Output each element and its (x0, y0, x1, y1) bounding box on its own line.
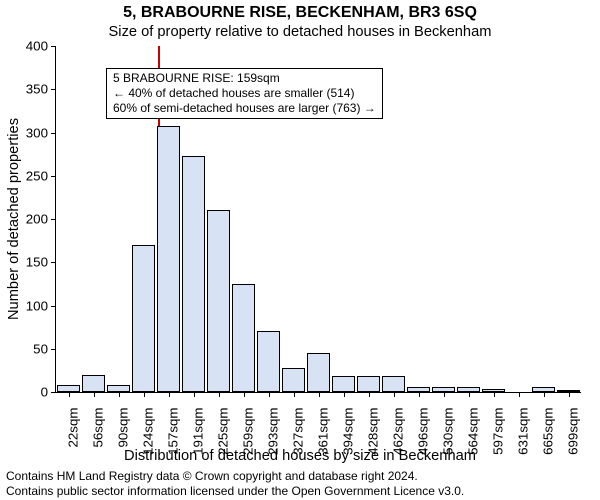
y-tick-label: 400 (26, 39, 56, 54)
x-tick-mark (444, 392, 445, 397)
histogram-bar (357, 376, 381, 392)
annotation-line-1: 5 BRABOURNE RISE: 159sqm (113, 71, 376, 86)
histogram-bar (282, 368, 306, 392)
y-tick-label: 100 (26, 298, 56, 313)
x-tick-mark (519, 392, 520, 397)
x-tick-label: 22sqm (65, 408, 80, 448)
histogram-bar (382, 376, 406, 392)
y-axis-label: Number of detached properties (6, 118, 22, 320)
histogram-bar (307, 353, 331, 392)
x-tick-mark (544, 392, 545, 397)
x-tick-mark (419, 392, 420, 397)
annotation-line-2: ← 40% of detached houses are smaller (51… (113, 86, 376, 101)
x-tick-mark (319, 392, 320, 397)
histogram-bar (207, 210, 231, 392)
histogram-bar (232, 284, 256, 392)
x-tick-mark (219, 392, 220, 397)
annotation-line-3: 60% of semi-detached houses are larger (… (113, 101, 376, 116)
y-tick-label: 50 (33, 341, 56, 356)
histogram-bar (257, 331, 281, 392)
y-tick-label: 300 (26, 125, 56, 140)
y-tick-label: 250 (26, 168, 56, 183)
y-tick-label: 200 (26, 212, 56, 227)
histogram-bar (157, 126, 181, 392)
y-tick-label: 350 (26, 82, 56, 97)
annotation-box: 5 BRABOURNE RISE: 159sqm ← 40% of detach… (106, 68, 383, 119)
x-tick-label: 90sqm (115, 408, 130, 448)
footer-line-1: Contains HM Land Registry data © Crown c… (6, 469, 594, 483)
y-tick-label: 150 (26, 255, 56, 270)
x-tick-mark (294, 392, 295, 397)
x-tick-mark (144, 392, 145, 397)
plot-area: 5 BRABOURNE RISE: 159sqm ← 40% of detach… (55, 46, 581, 393)
histogram-bar (82, 375, 106, 392)
x-tick-mark (344, 392, 345, 397)
histogram-bar (332, 376, 356, 392)
x-tick-mark (169, 392, 170, 397)
x-tick-mark (494, 392, 495, 397)
x-tick-mark (369, 392, 370, 397)
y-tick-label: 0 (41, 385, 56, 400)
x-tick-mark (94, 392, 95, 397)
histogram-bar (182, 156, 206, 392)
histogram-bar (57, 385, 81, 392)
chart-title: 5, BRABOURNE RISE, BECKENHAM, BR3 6SQ (0, 4, 600, 22)
x-tick-mark (569, 392, 570, 397)
x-axis-label: Distribution of detached houses by size … (0, 448, 600, 464)
x-tick-mark (194, 392, 195, 397)
x-tick-mark (69, 392, 70, 397)
footer: Contains HM Land Registry data © Crown c… (6, 469, 594, 498)
x-tick-mark (469, 392, 470, 397)
chart-subtitle: Size of property relative to detached ho… (0, 24, 600, 40)
x-tick-mark (394, 392, 395, 397)
x-tick-mark (244, 392, 245, 397)
histogram-bar (132, 245, 156, 392)
x-tick-mark (269, 392, 270, 397)
footer-line-2: Contains public sector information licen… (6, 484, 594, 498)
histogram-bar (107, 385, 131, 392)
chart-container: 5, BRABOURNE RISE, BECKENHAM, BR3 6SQ Si… (0, 0, 600, 500)
x-tick-mark (119, 392, 120, 397)
x-tick-label: 56sqm (90, 408, 105, 448)
